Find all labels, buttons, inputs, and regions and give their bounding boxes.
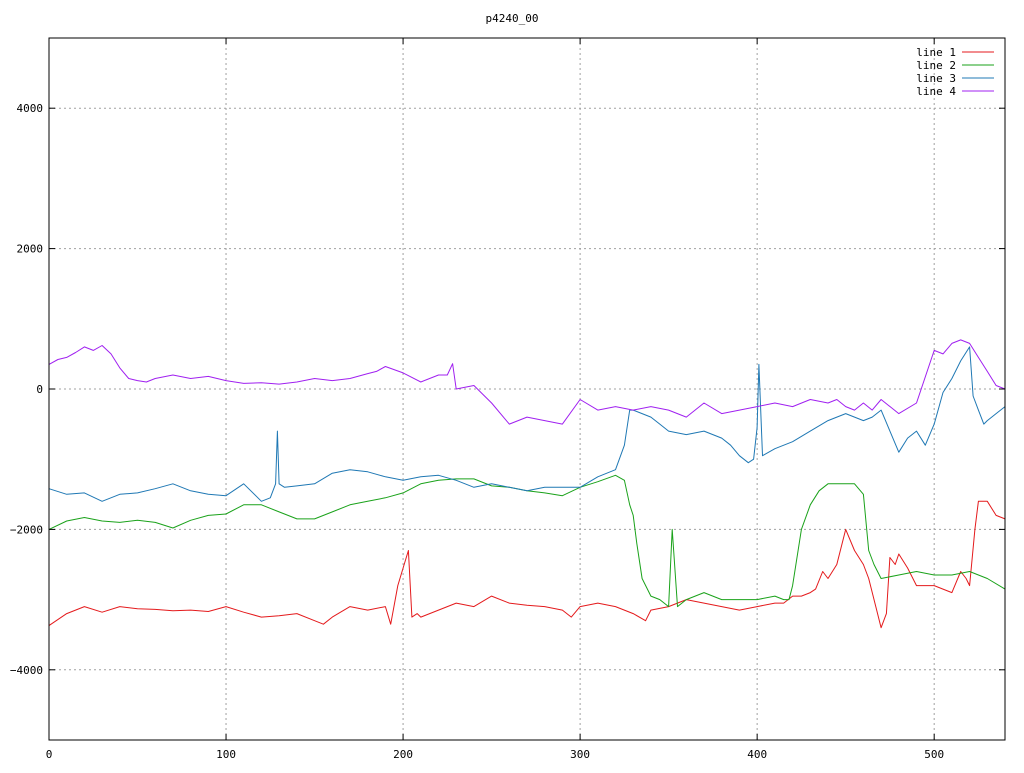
y-tick-label: 0	[36, 383, 43, 396]
series-line-4	[48, 339, 1006, 425]
series-group	[48, 339, 1006, 629]
x-tick-label: 300	[570, 748, 590, 761]
y-tick-label: −2000	[10, 523, 43, 536]
legend-label-2: line 2	[916, 59, 956, 72]
grid	[49, 38, 1005, 740]
legend-label-4: line 4	[916, 85, 956, 98]
series-line-1	[48, 500, 1006, 629]
x-tick-label: 100	[216, 748, 236, 761]
y-tick-label: 4000	[17, 102, 44, 115]
series-line-3	[48, 346, 1006, 502]
y-tick-label: −4000	[10, 664, 43, 677]
x-tick-label: 200	[393, 748, 413, 761]
legend-label-1: line 1	[916, 46, 956, 59]
chart-title: p4240_00	[486, 12, 539, 25]
series-line-2	[48, 474, 1006, 608]
plot-frame	[48, 37, 1006, 741]
x-tick-label: 0	[46, 748, 53, 761]
x-tick-label: 400	[747, 748, 767, 761]
y-tick-label: 2000	[17, 243, 44, 256]
legend-label-3: line 3	[916, 72, 956, 85]
axis-ticks: 0 100 200 300 400 500 −4000 −2000 0 2000 4000	[10, 38, 1005, 761]
x-tick-label: 500	[924, 748, 944, 761]
